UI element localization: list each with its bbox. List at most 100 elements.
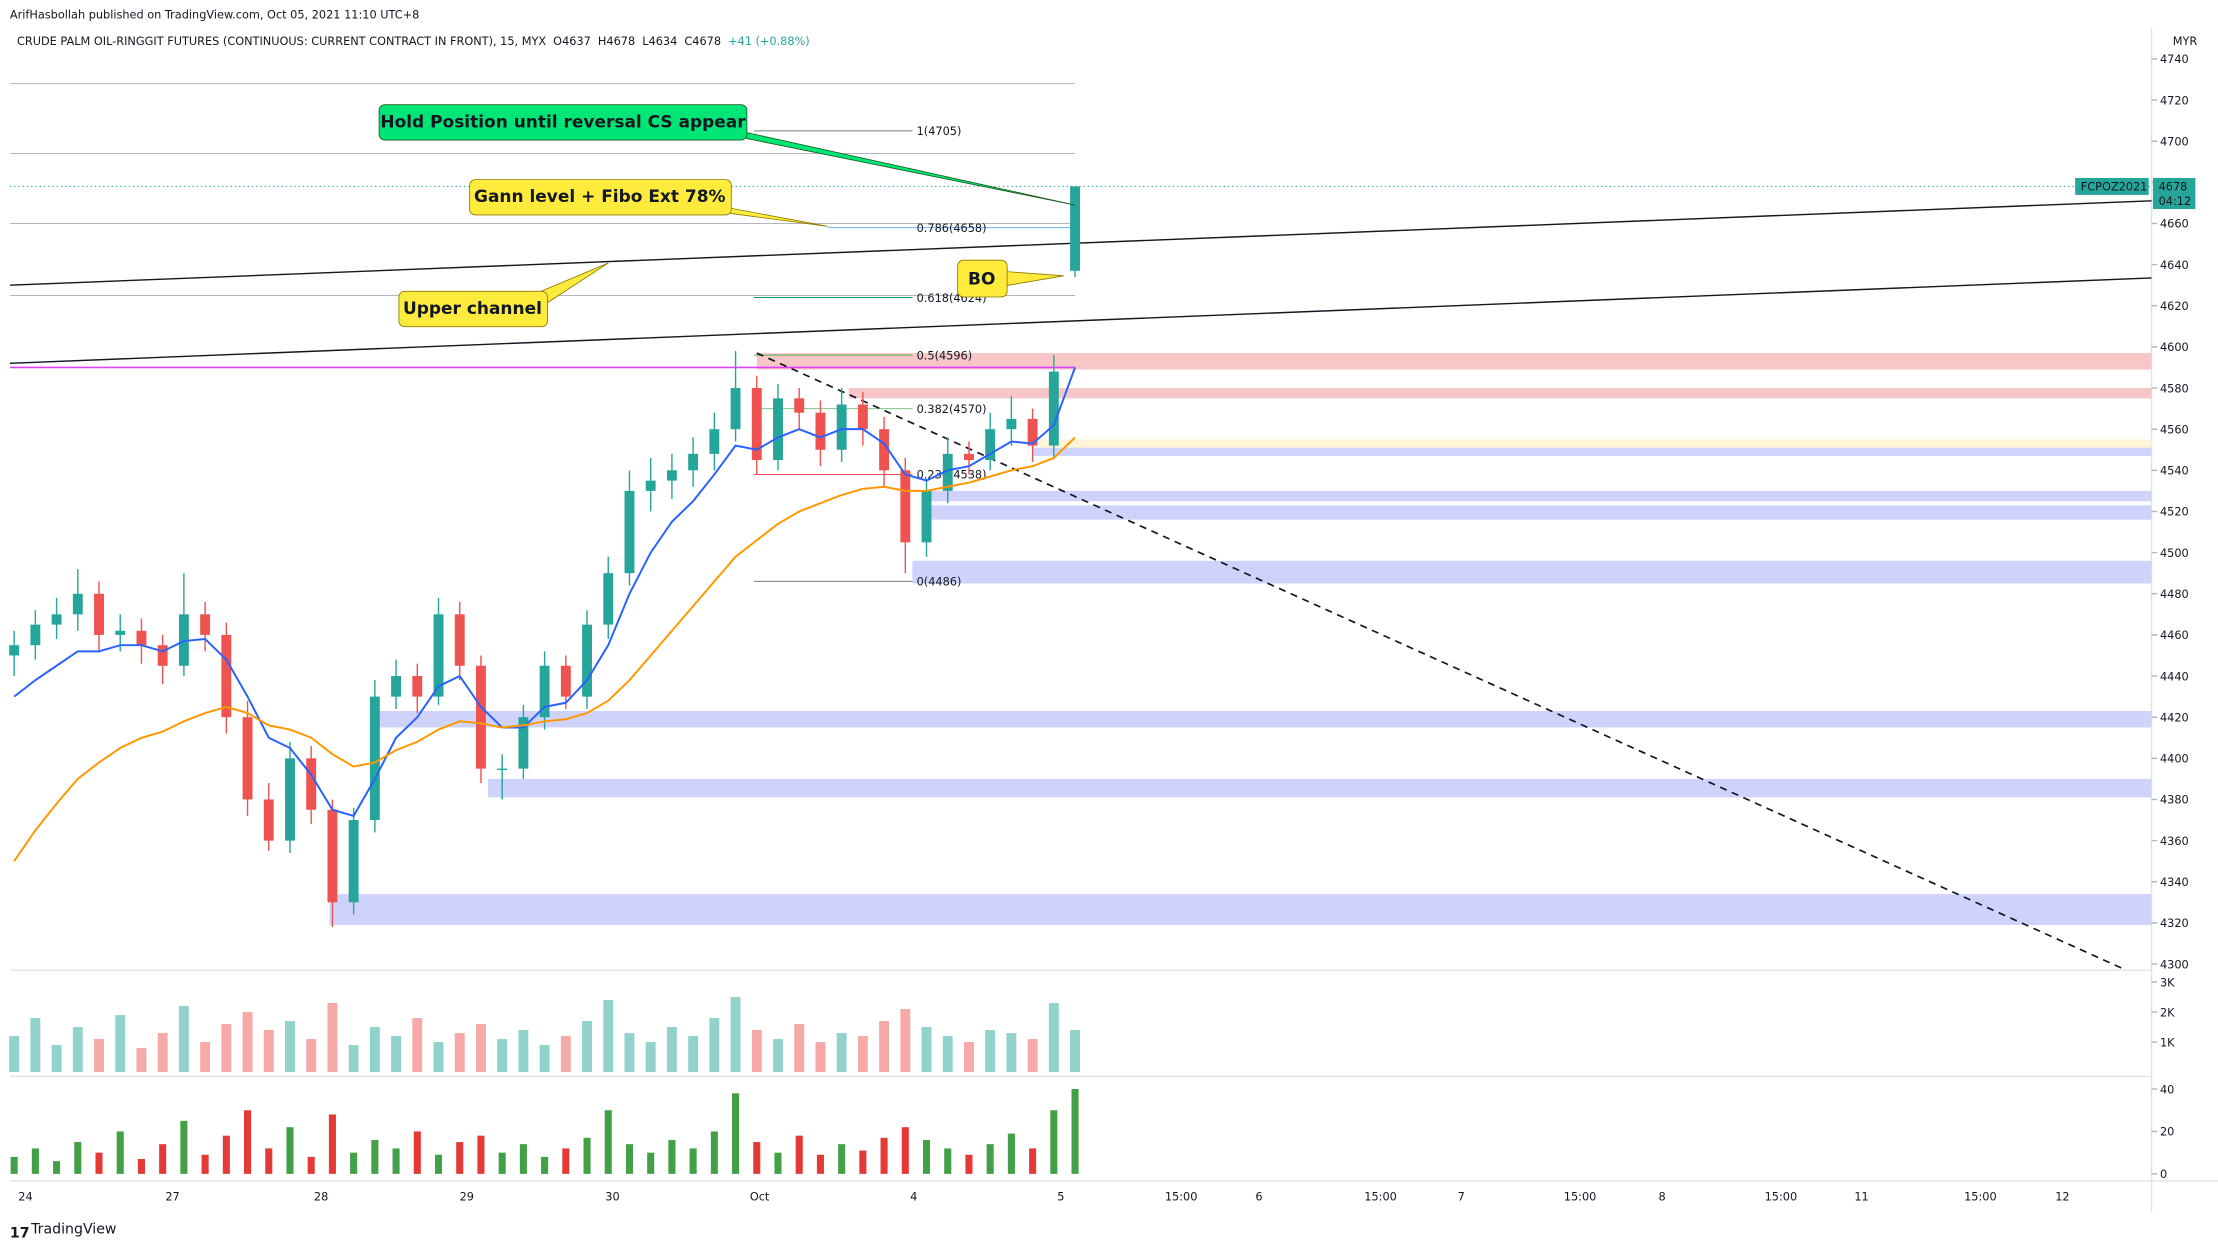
zone bbox=[926, 505, 2152, 520]
candle-body bbox=[666, 470, 677, 481]
vol-tick-label: 3K bbox=[2160, 976, 2175, 989]
candle-body bbox=[348, 820, 359, 903]
channel-line bbox=[9, 200, 2152, 286]
oscillator-bar bbox=[668, 1139, 676, 1174]
volume-bar bbox=[900, 1009, 911, 1073]
fib-label: 0(4486) bbox=[917, 576, 962, 589]
volume-bar bbox=[263, 1030, 274, 1073]
fib-label: 0.786(4658) bbox=[917, 222, 987, 235]
volume-bar bbox=[730, 997, 741, 1073]
y-tick-label: 4380 bbox=[2160, 794, 2189, 807]
volume-bar bbox=[454, 1033, 465, 1073]
candle-body bbox=[582, 624, 592, 697]
oscillator-bar bbox=[795, 1135, 803, 1174]
trend-line bbox=[756, 352, 2123, 969]
volume-bar bbox=[327, 1003, 338, 1073]
oscillator-bar bbox=[541, 1156, 549, 1174]
y-tick-label: 4540 bbox=[2160, 465, 2189, 478]
x-tick-label: 15:00 bbox=[1964, 1191, 1997, 1204]
x-tick-label: 28 bbox=[314, 1191, 328, 1204]
candle-body bbox=[30, 624, 41, 646]
ohlc-value: +41 (+0.88%) bbox=[728, 35, 810, 48]
volume-bar bbox=[603, 1000, 614, 1073]
osc-tick-label: 0 bbox=[2160, 1168, 2167, 1181]
candle-body bbox=[836, 404, 847, 450]
volume-bar bbox=[51, 1045, 62, 1073]
y-tick-label: 4460 bbox=[2160, 629, 2189, 642]
oscillator-bar bbox=[944, 1148, 952, 1174]
ohlc-value: H4678 bbox=[598, 35, 635, 48]
oscillator-bar bbox=[880, 1137, 888, 1174]
ohlc-value: L4634 bbox=[642, 35, 677, 48]
oscillator-bar bbox=[816, 1154, 824, 1174]
oscillator-bar bbox=[286, 1127, 294, 1174]
candle-body bbox=[454, 614, 465, 666]
oscillator-bar bbox=[583, 1137, 591, 1174]
channel-line bbox=[9, 277, 2152, 365]
oscillator-bar bbox=[732, 1093, 740, 1174]
oscillator-bar bbox=[307, 1156, 315, 1174]
oscillator-bar bbox=[392, 1148, 400, 1174]
x-tick-label: 12 bbox=[2055, 1191, 2069, 1204]
oscillator-bar bbox=[477, 1135, 485, 1174]
y-tick-label: 4600 bbox=[2160, 341, 2189, 354]
oscillator-bar bbox=[116, 1131, 124, 1174]
candle-body bbox=[9, 645, 20, 656]
volume-bar bbox=[773, 1039, 783, 1073]
x-tick-label: 6 bbox=[1255, 1191, 1262, 1204]
vol-tick-label: 2K bbox=[2160, 1006, 2175, 1019]
oscillator-bar bbox=[413, 1131, 421, 1174]
currency: MYR bbox=[2173, 35, 2198, 48]
volume-bar bbox=[200, 1042, 211, 1073]
volume-bar bbox=[94, 1039, 104, 1073]
callout-text: Hold Position until reversal CS appear bbox=[380, 112, 746, 132]
osc-tick-label: 20 bbox=[2160, 1126, 2174, 1139]
zone bbox=[488, 778, 2152, 798]
volume-bar bbox=[560, 1036, 571, 1073]
oscillator-bar bbox=[689, 1148, 697, 1174]
oscillator-bar bbox=[371, 1139, 379, 1174]
y-tick-label: 4580 bbox=[2160, 382, 2189, 395]
candle-body bbox=[560, 665, 571, 697]
candle-body bbox=[200, 614, 211, 635]
x-tick-label: 4 bbox=[910, 1191, 917, 1204]
x-tick-label: 8 bbox=[1658, 1191, 1665, 1204]
candle-body bbox=[857, 404, 868, 430]
osc-tick-label: 40 bbox=[2160, 1083, 2174, 1096]
candle-body bbox=[178, 614, 189, 666]
candle-body bbox=[1006, 418, 1017, 430]
moving-average bbox=[13, 436, 1076, 862]
oscillator-bar bbox=[604, 1110, 612, 1174]
oscillator-bar bbox=[74, 1142, 82, 1174]
y-tick-label: 4700 bbox=[2160, 135, 2189, 148]
volume-bar bbox=[348, 1045, 359, 1073]
candle-body bbox=[263, 799, 274, 841]
volume-bar bbox=[178, 1006, 189, 1073]
x-tick-label: 30 bbox=[605, 1191, 619, 1204]
x-tick-label: 15:00 bbox=[1364, 1191, 1397, 1204]
volume-bar bbox=[1006, 1033, 1017, 1073]
volume-bar bbox=[306, 1039, 317, 1073]
oscillator-bar bbox=[222, 1135, 230, 1174]
candle-body bbox=[624, 490, 635, 574]
x-tick-label: 15:00 bbox=[1765, 1191, 1798, 1204]
candle-body bbox=[391, 676, 402, 697]
callout-text: Upper channel bbox=[403, 299, 542, 319]
volume-bar bbox=[1070, 1030, 1081, 1073]
oscillator-bar bbox=[1050, 1110, 1058, 1174]
volume-bar bbox=[391, 1036, 402, 1073]
candle-body bbox=[730, 388, 741, 430]
candle-body bbox=[433, 614, 444, 697]
volume-bar bbox=[242, 1012, 253, 1073]
oscillator-bar bbox=[710, 1131, 718, 1174]
callout-channel: Upper channel bbox=[398, 262, 609, 328]
symbol-name: CRUDE PALM OIL-RINGGIT FUTURES (CONTINUO… bbox=[17, 35, 546, 48]
volume-bar bbox=[539, 1045, 550, 1073]
callout-text: Gann level + Fibo Ext 78% bbox=[474, 187, 726, 207]
candle-body bbox=[1070, 186, 1081, 271]
y-tick-label: 4740 bbox=[2160, 53, 2189, 66]
x-tick-label: 5 bbox=[1057, 1191, 1064, 1204]
zone bbox=[756, 353, 2152, 370]
oscillator-bar bbox=[519, 1144, 527, 1174]
